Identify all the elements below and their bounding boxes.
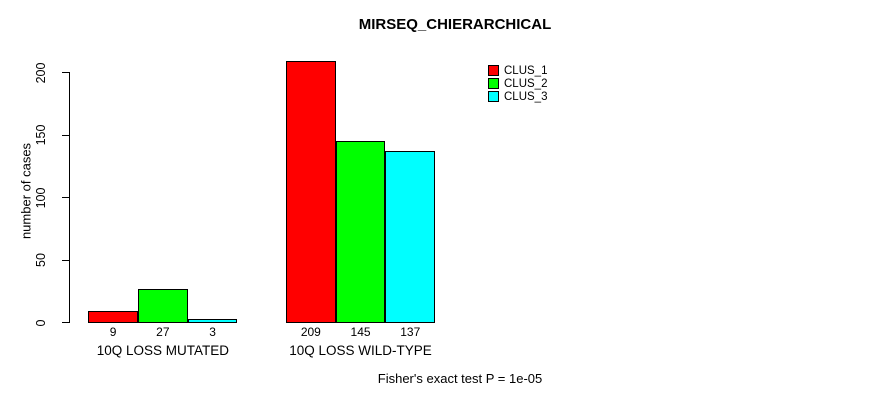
- y-axis-line: [69, 72, 70, 323]
- bar-clus_2-group1: [138, 288, 188, 323]
- bar-value-label: 209: [300, 324, 321, 339]
- legend-entry-clus_1: CLUS_1: [488, 64, 547, 77]
- y-tick-mark: [62, 259, 69, 261]
- bar-value-label: 3: [209, 324, 216, 339]
- legend-label: CLUS_2: [504, 77, 548, 90]
- y-tick-mark: [62, 322, 69, 323]
- bar-value-label: 145: [350, 324, 371, 339]
- bar-clus_1-group1: [88, 311, 138, 323]
- legend-label: CLUS_1: [504, 64, 548, 77]
- x-category-label: 10Q LOSS WILD-TYPE: [289, 342, 432, 358]
- y-tick-label: 0: [34, 319, 48, 326]
- legend-swatch: [488, 91, 499, 102]
- bar-clus_3-group1: [187, 318, 238, 323]
- bar-clus_1-group2: [286, 61, 336, 323]
- y-tick-mark: [62, 197, 69, 198]
- legend-entry-clus_2: CLUS_2: [488, 77, 547, 90]
- bar-value-label: 137: [400, 324, 421, 339]
- x-category-label: 10Q LOSS MUTATED: [96, 342, 229, 358]
- y-axis-title: number of cases: [18, 142, 34, 240]
- legend-label: CLUS_3: [504, 90, 548, 103]
- y-tick-label: 200: [34, 62, 48, 83]
- bar-clus_3-group2: [385, 151, 436, 323]
- legend-entry-clus_3: CLUS_3: [488, 90, 547, 103]
- y-tick-label: 100: [34, 187, 48, 208]
- legend-swatch: [488, 78, 499, 89]
- legend-swatch: [488, 65, 499, 76]
- bar-clus_2-group2: [335, 141, 386, 323]
- y-tick-label: 150: [34, 124, 48, 146]
- legend: CLUS_1 CLUS_2 CLUS_3: [488, 64, 547, 103]
- y-tick-mark: [62, 72, 69, 73]
- y-tick-mark: [62, 134, 69, 136]
- chart-title: MIRSEQ_CHIERARCHICAL: [358, 16, 552, 33]
- bar-value-label: 27: [156, 324, 170, 339]
- bar-value-label: 9: [109, 324, 117, 339]
- pvalue-annotation: Fisher's exact test P = 1e-05: [377, 371, 543, 386]
- y-tick-label: 50: [34, 253, 48, 267]
